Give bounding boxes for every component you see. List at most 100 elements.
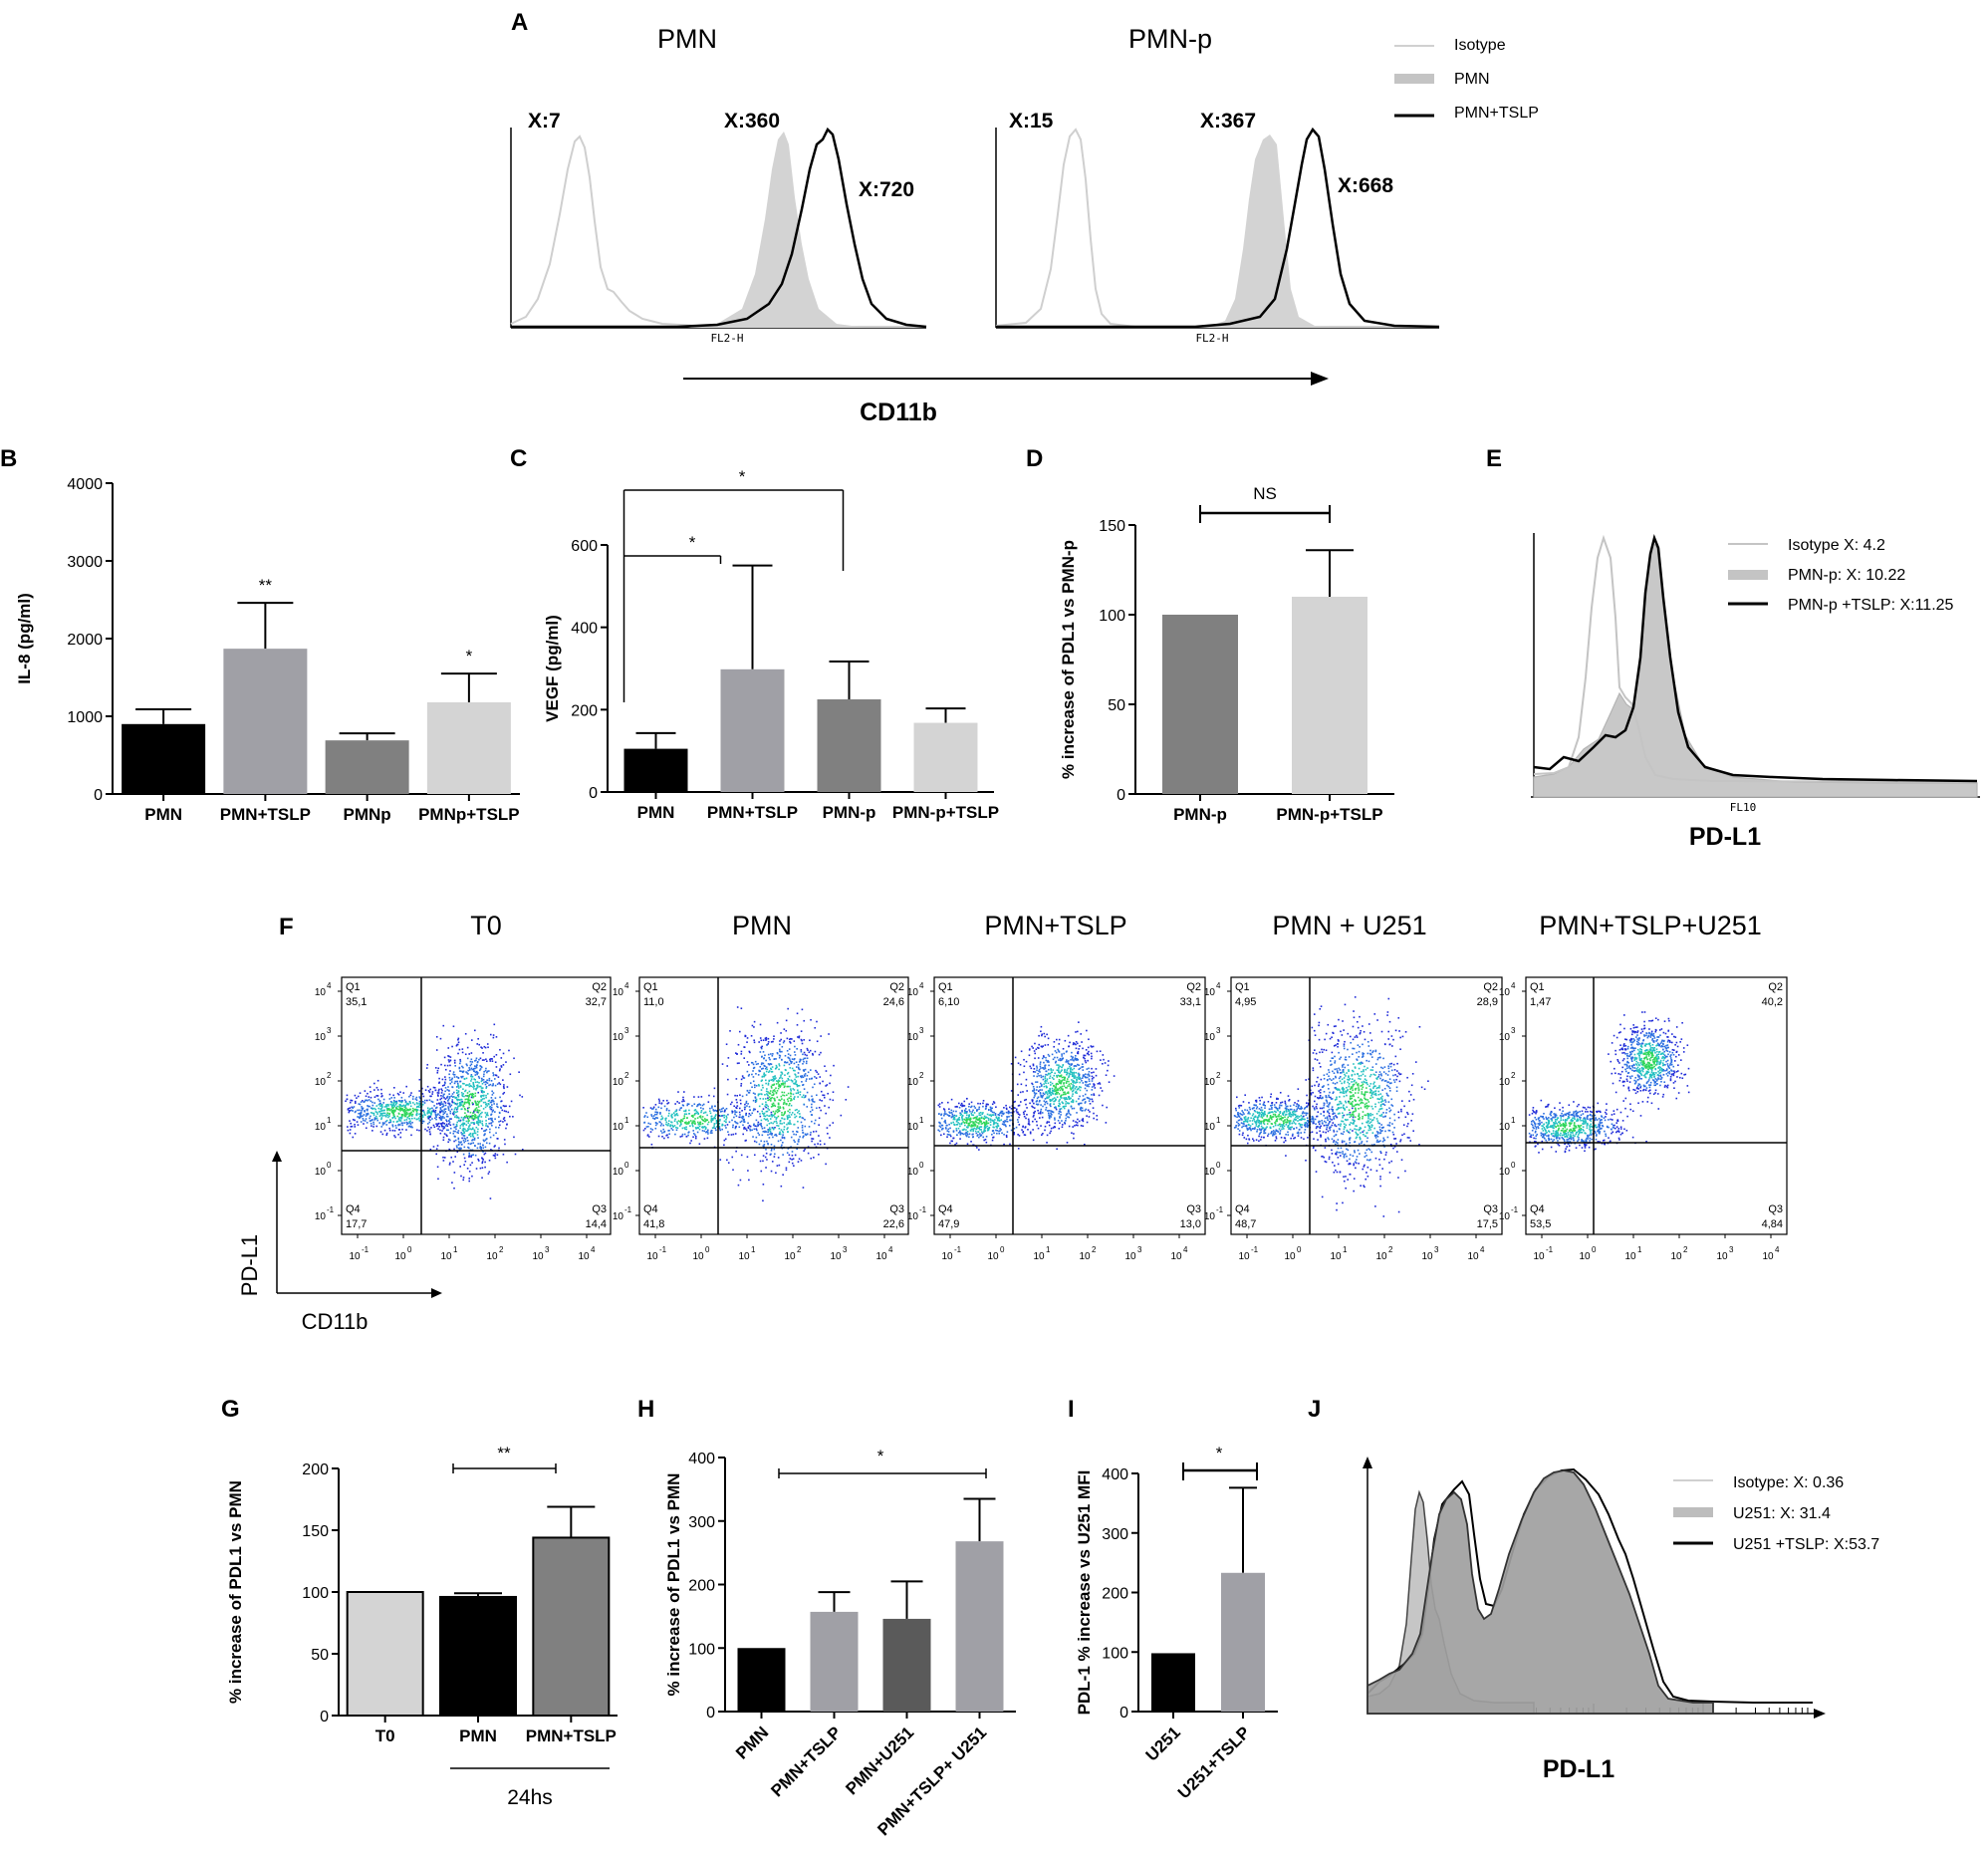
event-dot <box>748 1092 751 1094</box>
event-dot <box>416 1103 418 1105</box>
event-dot <box>987 1128 990 1130</box>
event-dot <box>426 1085 429 1088</box>
event-dot <box>1044 1098 1047 1100</box>
event-dot <box>975 1117 978 1119</box>
event-dot <box>950 1098 953 1101</box>
event-dot <box>1063 1052 1066 1055</box>
event-dot <box>958 1119 961 1121</box>
event-dot <box>961 1132 963 1135</box>
event-dot <box>1048 1095 1051 1098</box>
event-dot <box>787 1056 790 1059</box>
event-dot <box>955 1110 957 1113</box>
event-dot <box>646 1134 649 1136</box>
event-dot <box>964 1108 967 1110</box>
event-dot <box>795 1076 798 1078</box>
event-dot <box>960 1123 963 1126</box>
x-tick-label: 10 <box>1124 1251 1136 1262</box>
event-dot <box>1035 1092 1038 1095</box>
event-dot <box>1283 1111 1286 1114</box>
event-dot <box>968 1103 970 1105</box>
event-dot <box>1041 1134 1043 1136</box>
event-dot <box>799 1075 802 1078</box>
event-dot <box>490 1114 492 1116</box>
bar <box>913 722 978 792</box>
event-dot <box>718 1109 721 1111</box>
event-dot <box>471 1127 474 1130</box>
event-dot <box>762 1039 765 1041</box>
event-dot <box>710 1120 713 1122</box>
event-dot <box>347 1126 349 1128</box>
event-dot <box>1070 1063 1073 1066</box>
event-dot <box>1034 1057 1036 1060</box>
event-dot <box>944 1121 946 1123</box>
event-dot <box>479 1145 482 1148</box>
event-dot <box>380 1109 382 1112</box>
event-dot <box>999 1112 1001 1115</box>
event-dot <box>448 1123 450 1125</box>
event-dot <box>769 1133 771 1136</box>
event-dot <box>361 1109 363 1112</box>
event-dot <box>647 1125 649 1128</box>
event-dot <box>393 1105 395 1108</box>
event-dot <box>383 1109 385 1112</box>
event-dot <box>1075 1059 1077 1061</box>
event-dot <box>490 1108 493 1111</box>
event-dot <box>806 1091 809 1094</box>
event-dot <box>1037 1103 1040 1106</box>
event-dot <box>1070 1088 1073 1091</box>
event-dot <box>654 1113 656 1116</box>
event-dot <box>755 1063 758 1066</box>
event-dot <box>794 1054 797 1056</box>
event-dot <box>818 1153 820 1156</box>
event-dot <box>429 1112 431 1114</box>
event-dot <box>1040 1094 1042 1097</box>
event-dot <box>490 1149 492 1151</box>
event-dot <box>379 1112 382 1115</box>
event-dot <box>445 1115 448 1118</box>
event-dot <box>775 1064 778 1067</box>
event-dot <box>461 1143 463 1146</box>
event-dot <box>446 1115 449 1118</box>
quadrant-name: Q3 <box>1186 1203 1201 1215</box>
event-dot <box>399 1132 402 1134</box>
event-dot <box>654 1127 657 1130</box>
event-dot <box>366 1109 369 1112</box>
event-dot <box>725 1117 728 1119</box>
event-dot <box>752 1124 755 1127</box>
event-dot <box>459 1147 461 1150</box>
event-dot <box>479 1068 482 1070</box>
event-dot <box>679 1121 681 1123</box>
event-dot <box>707 1129 709 1132</box>
event-dot <box>1074 1091 1077 1094</box>
event-dot <box>1087 1097 1090 1099</box>
event-dot <box>1102 1104 1104 1107</box>
event-dot <box>499 1120 502 1123</box>
event-dot <box>1086 1052 1089 1055</box>
event-dot <box>1095 1074 1098 1077</box>
event-dot <box>984 1123 986 1125</box>
event-dot <box>759 1066 762 1068</box>
event-dot <box>971 1114 973 1117</box>
event-dot <box>454 1064 456 1067</box>
event-dot <box>704 1111 707 1114</box>
event-dot <box>474 1100 476 1103</box>
event-dot <box>480 1065 482 1068</box>
event-dot <box>1037 1057 1040 1059</box>
quadrant-name: Q1 <box>643 981 658 993</box>
event-dot <box>498 1116 500 1118</box>
event-dot <box>974 1107 977 1109</box>
event-dot <box>1323 1124 1326 1127</box>
event-dot <box>1091 1098 1094 1101</box>
event-dot <box>972 1133 974 1136</box>
event-dot <box>370 1115 372 1118</box>
event-dot <box>469 1060 472 1063</box>
event-dot <box>683 1117 686 1119</box>
event-dot <box>1061 1085 1064 1088</box>
event-dot <box>435 1107 437 1109</box>
event-dot <box>778 1099 780 1101</box>
event-dot <box>1078 1078 1081 1081</box>
event-dot <box>986 1125 989 1128</box>
event-dot <box>473 1115 476 1118</box>
event-dot <box>1272 1133 1274 1136</box>
event-dot <box>937 1113 940 1116</box>
